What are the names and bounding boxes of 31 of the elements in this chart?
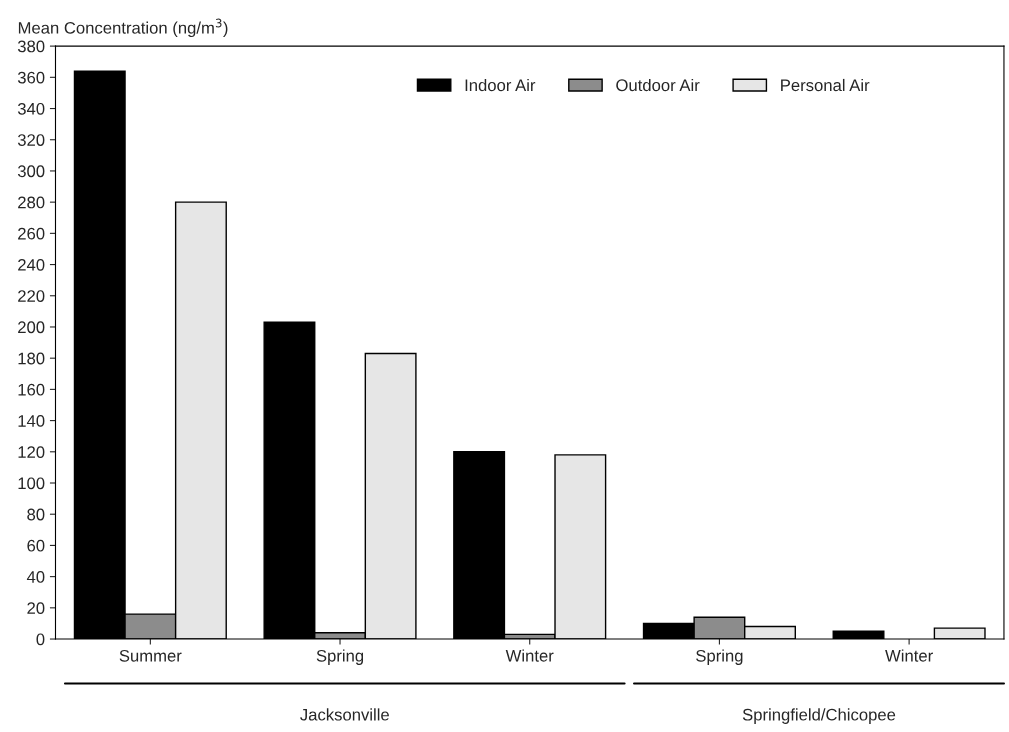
y-tick-label: 320 (17, 134, 45, 146)
legend-label: Indoor Air (465, 78, 536, 92)
y-tick-label: 360 (17, 71, 45, 84)
legend-label: Personal Air (781, 78, 870, 92)
y-tick-label: 340 (17, 102, 45, 115)
y-tick-label: 180 (18, 352, 45, 365)
y-tick-label: 40 (26, 571, 45, 583)
y-tick-label: 100 (18, 477, 45, 490)
y-tick-label: 240 (18, 258, 45, 271)
y-tick-label: 380 (17, 40, 45, 53)
y-tick-label: 220 (18, 290, 45, 302)
y-tick-label: 120 (18, 446, 45, 458)
y-tick-label: 80 (27, 508, 45, 521)
x-tick-label: Winter (885, 649, 933, 662)
legend-label: Outdoor Air (616, 78, 700, 92)
x-tick-label: Summer (119, 649, 182, 662)
y-tick-label: 200 (18, 321, 45, 334)
y-tick-label: 0 (36, 633, 45, 646)
y-tick-label: 20 (27, 602, 45, 615)
x-tick-label: Spring (316, 649, 364, 665)
y-axis-title: Mean Concentration (ng/m$^{3}$) (18, 18, 228, 38)
x-tick-label: Winter (505, 649, 554, 662)
x-tick-label: Spring (696, 649, 743, 665)
text: Jacksonville (300, 708, 389, 721)
y-tick-label: 160 (18, 383, 45, 396)
y-tick-label: 260 (18, 227, 45, 240)
y-tick-label: 300 (17, 165, 45, 178)
y-tick-label: 60 (27, 539, 45, 552)
y-tick-label: 280 (18, 196, 45, 209)
y-tick-label: 140 (18, 414, 45, 427)
text: Springfield/Chicopee (742, 708, 896, 724)
